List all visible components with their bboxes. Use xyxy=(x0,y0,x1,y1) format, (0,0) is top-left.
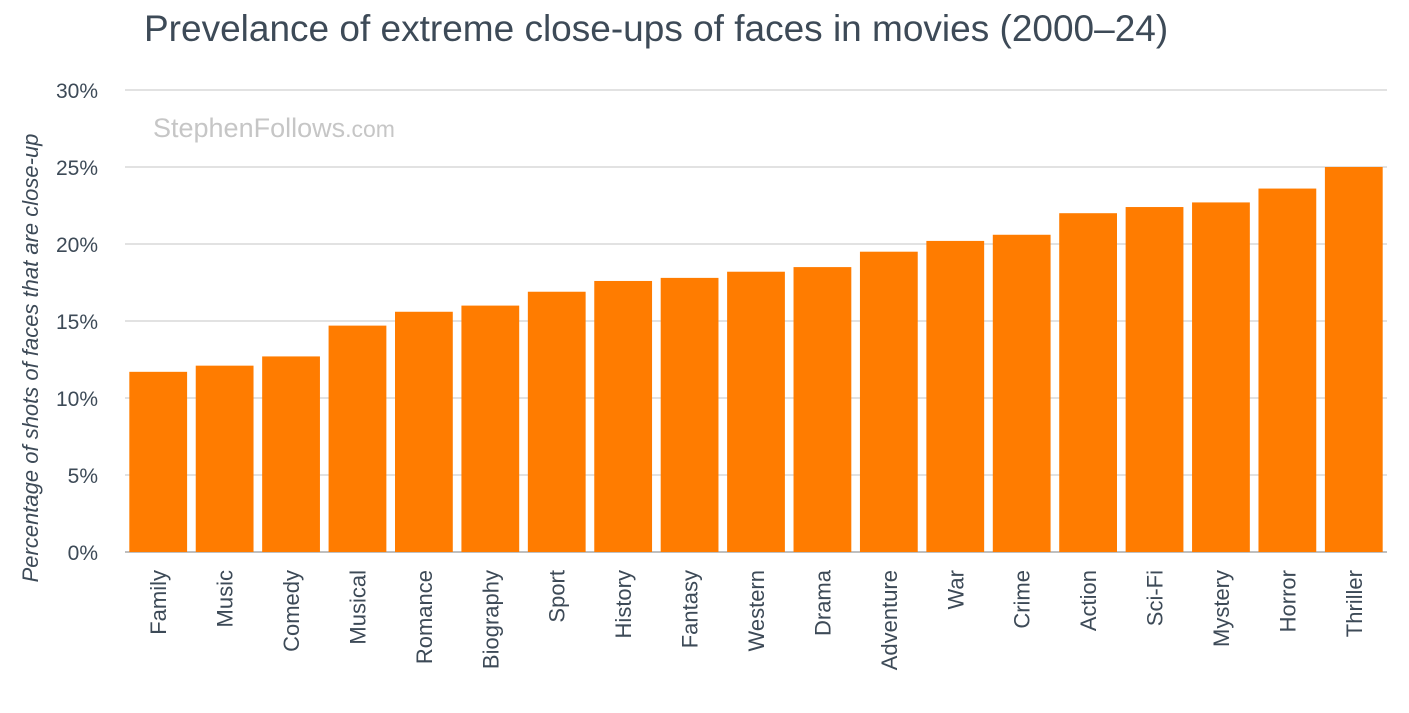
bar-western xyxy=(727,271,785,552)
y-axis-ticks: 0% 5% 10% 15% 20% 25% 30% xyxy=(56,80,98,565)
y-tick-label: 5% xyxy=(68,465,98,488)
x-tick-label: Crime xyxy=(1010,570,1035,629)
bar-comedy xyxy=(262,356,320,552)
watermark: StephenFollows.com xyxy=(153,113,395,143)
y-tick-label: 30% xyxy=(56,80,98,103)
y-tick-label: 25% xyxy=(56,157,98,180)
watermark-main: StephenFollows xyxy=(153,113,345,143)
bar-mystery xyxy=(1192,202,1250,553)
chart-title: Prevelance of extreme close-ups of faces… xyxy=(144,8,1169,49)
bar-action xyxy=(1059,213,1117,552)
x-tick-label: Music xyxy=(213,570,238,627)
y-tick-label: 10% xyxy=(56,388,98,411)
x-tick-label: Adventure xyxy=(877,570,902,670)
x-tick-label: Thriller xyxy=(1342,570,1367,637)
bar-fantasy xyxy=(660,277,719,552)
bar-sci-fi xyxy=(1125,207,1184,553)
bar-crime xyxy=(992,234,1051,552)
x-tick-label: Sci-Fi xyxy=(1143,570,1168,626)
bar-biography xyxy=(461,305,520,552)
x-tick-label: Action xyxy=(1076,570,1101,631)
bar-drama xyxy=(793,267,852,552)
x-tick-label: Mystery xyxy=(1209,570,1234,647)
y-tick-label: 0% xyxy=(68,542,98,565)
bar-music xyxy=(195,365,254,552)
y-tick-label: 20% xyxy=(56,234,98,257)
bar-sport xyxy=(527,291,586,552)
bar-horror xyxy=(1258,188,1317,552)
x-tick-label: Horror xyxy=(1275,570,1300,632)
x-tick-label: Fantasy xyxy=(678,570,703,648)
bar-family xyxy=(129,371,188,552)
bars xyxy=(129,167,1383,553)
x-tick-label: Romance xyxy=(412,570,437,664)
bar-history xyxy=(594,280,653,552)
x-tick-label: Biography xyxy=(478,570,503,669)
x-tick-label: Western xyxy=(744,570,769,652)
bar-musical xyxy=(328,325,387,552)
x-tick-label: History xyxy=(611,570,636,638)
watermark-suffix: .com xyxy=(345,116,395,142)
x-tick-label: Family xyxy=(146,570,171,635)
y-tick-label: 15% xyxy=(56,311,98,334)
bar-war xyxy=(926,240,985,553)
bar-adventure xyxy=(859,251,918,552)
bar-thriller xyxy=(1324,167,1383,552)
y-axis-label: Percentage of shots of faces that are cl… xyxy=(18,134,43,583)
x-tick-label: Musical xyxy=(345,570,370,645)
x-axis-labels: Family Music Comedy Musical Romance Biography… xyxy=(146,569,1367,670)
x-tick-label: War xyxy=(943,570,968,610)
x-tick-label: Comedy xyxy=(279,570,304,652)
x-tick-label: Sport xyxy=(545,570,570,623)
x-tick-label: Drama xyxy=(810,569,835,636)
bar-romance xyxy=(395,311,453,552)
